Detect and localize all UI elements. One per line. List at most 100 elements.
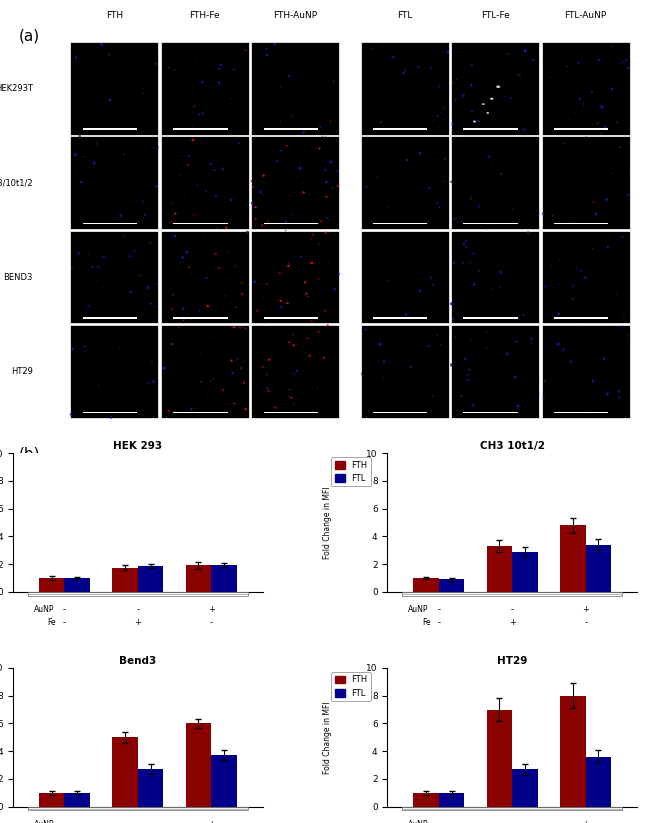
Ellipse shape bbox=[619, 236, 620, 238]
Ellipse shape bbox=[233, 402, 235, 404]
Ellipse shape bbox=[144, 213, 146, 216]
Ellipse shape bbox=[235, 306, 237, 308]
Ellipse shape bbox=[109, 99, 111, 101]
Ellipse shape bbox=[119, 347, 121, 349]
Bar bbox=[112, 737, 138, 807]
Ellipse shape bbox=[122, 235, 124, 238]
Ellipse shape bbox=[289, 75, 291, 77]
Ellipse shape bbox=[409, 389, 410, 391]
Ellipse shape bbox=[230, 360, 233, 361]
Ellipse shape bbox=[318, 351, 319, 353]
Ellipse shape bbox=[239, 327, 241, 328]
Ellipse shape bbox=[619, 146, 621, 148]
Ellipse shape bbox=[181, 256, 184, 259]
Ellipse shape bbox=[162, 367, 166, 370]
Ellipse shape bbox=[450, 181, 452, 183]
Text: FTL-Fe: FTL-Fe bbox=[480, 12, 510, 20]
Ellipse shape bbox=[174, 69, 175, 71]
Ellipse shape bbox=[532, 58, 534, 61]
Ellipse shape bbox=[242, 360, 243, 361]
Ellipse shape bbox=[591, 90, 593, 92]
Ellipse shape bbox=[453, 262, 456, 264]
Ellipse shape bbox=[475, 119, 476, 121]
Ellipse shape bbox=[470, 338, 472, 341]
Ellipse shape bbox=[279, 272, 281, 274]
Ellipse shape bbox=[215, 194, 217, 197]
Bar bbox=[185, 723, 211, 807]
Ellipse shape bbox=[523, 128, 526, 131]
Ellipse shape bbox=[470, 197, 473, 200]
Ellipse shape bbox=[152, 380, 155, 383]
Ellipse shape bbox=[276, 160, 278, 162]
Ellipse shape bbox=[274, 407, 277, 409]
Ellipse shape bbox=[307, 296, 309, 297]
Bar bbox=[413, 578, 439, 592]
Ellipse shape bbox=[142, 201, 144, 202]
Ellipse shape bbox=[324, 309, 326, 312]
Bar bbox=[211, 756, 237, 807]
Ellipse shape bbox=[288, 342, 290, 343]
Ellipse shape bbox=[317, 388, 318, 389]
Ellipse shape bbox=[88, 253, 89, 255]
Ellipse shape bbox=[559, 283, 560, 285]
Ellipse shape bbox=[287, 263, 289, 264]
Ellipse shape bbox=[188, 266, 190, 267]
Ellipse shape bbox=[551, 123, 552, 124]
Ellipse shape bbox=[471, 110, 473, 113]
FancyBboxPatch shape bbox=[361, 325, 448, 418]
Text: FTH-Fe: FTH-Fe bbox=[190, 12, 220, 20]
Ellipse shape bbox=[597, 123, 599, 124]
Bar bbox=[586, 545, 611, 592]
FancyBboxPatch shape bbox=[70, 136, 159, 229]
Ellipse shape bbox=[155, 63, 157, 65]
Ellipse shape bbox=[291, 114, 292, 117]
Ellipse shape bbox=[242, 327, 244, 328]
Ellipse shape bbox=[595, 203, 597, 204]
Ellipse shape bbox=[569, 221, 570, 222]
Ellipse shape bbox=[233, 68, 235, 71]
Text: AuNP: AuNP bbox=[34, 605, 54, 614]
Text: -: - bbox=[437, 605, 440, 614]
Ellipse shape bbox=[437, 314, 439, 315]
Text: HT29: HT29 bbox=[11, 367, 32, 376]
Ellipse shape bbox=[545, 286, 546, 287]
Ellipse shape bbox=[569, 119, 570, 121]
Text: -: - bbox=[63, 618, 66, 627]
FancyBboxPatch shape bbox=[451, 325, 539, 418]
Bar bbox=[39, 793, 64, 807]
Ellipse shape bbox=[202, 112, 204, 114]
Ellipse shape bbox=[266, 197, 268, 198]
Ellipse shape bbox=[280, 85, 281, 87]
Ellipse shape bbox=[562, 348, 564, 351]
Ellipse shape bbox=[432, 395, 433, 397]
Ellipse shape bbox=[285, 230, 287, 231]
Ellipse shape bbox=[607, 246, 609, 249]
FancyBboxPatch shape bbox=[451, 136, 539, 229]
Ellipse shape bbox=[147, 287, 149, 290]
Ellipse shape bbox=[530, 337, 533, 341]
FancyBboxPatch shape bbox=[252, 325, 339, 418]
Ellipse shape bbox=[556, 342, 560, 346]
Ellipse shape bbox=[102, 255, 105, 258]
Ellipse shape bbox=[280, 150, 282, 151]
Text: +: + bbox=[208, 820, 214, 823]
Ellipse shape bbox=[255, 207, 257, 208]
Ellipse shape bbox=[79, 135, 81, 137]
Ellipse shape bbox=[383, 47, 384, 49]
Ellipse shape bbox=[317, 278, 319, 280]
Ellipse shape bbox=[129, 255, 131, 258]
Ellipse shape bbox=[268, 359, 270, 360]
Ellipse shape bbox=[473, 253, 474, 255]
Text: -: - bbox=[511, 820, 514, 823]
Ellipse shape bbox=[259, 190, 262, 193]
FancyBboxPatch shape bbox=[70, 230, 159, 323]
Ellipse shape bbox=[515, 341, 518, 343]
Ellipse shape bbox=[74, 153, 77, 156]
Ellipse shape bbox=[292, 344, 295, 346]
Ellipse shape bbox=[557, 313, 560, 315]
Ellipse shape bbox=[151, 361, 153, 364]
Ellipse shape bbox=[181, 128, 182, 130]
Ellipse shape bbox=[406, 159, 408, 161]
Ellipse shape bbox=[132, 212, 133, 214]
Bar bbox=[185, 565, 211, 592]
